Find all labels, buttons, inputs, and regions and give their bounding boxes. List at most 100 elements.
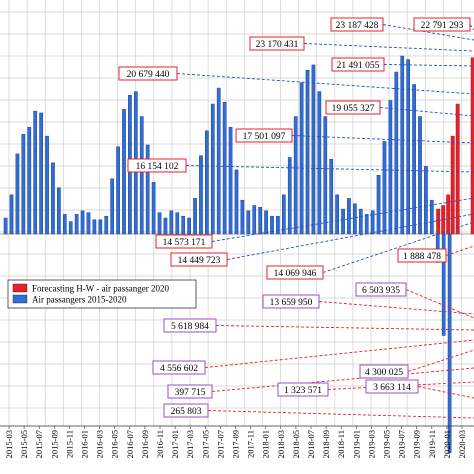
bar-air-passangers [406,59,411,235]
annotation-leader [185,165,474,173]
annotation-label: 22 791 293 [421,21,464,31]
x-tick-label: 2020-05 [472,430,474,458]
x-tick-label: 2019-03 [366,430,376,458]
bar-air-passangers [293,116,298,235]
bar-air-passangers [364,214,369,235]
x-tick-label: 2019-11 [427,430,437,458]
x-tick-label: 2016-05 [110,430,120,458]
annotation-box [235,128,293,143]
annotation-box [330,17,384,32]
bar-air-passangers [122,109,126,235]
bar-air-passangers [21,134,26,235]
bar-air-passangers [62,214,67,235]
bar-air-passangers [287,157,292,235]
annotation-box [266,265,324,280]
bar-air-passangers [382,141,387,235]
x-tick-label: 2019-01 [351,430,361,458]
legend-box [7,279,197,309]
annotation-label: 14 449 723 [178,256,221,266]
bar-air-passangers [169,210,174,235]
bar-air-passangers [181,215,186,235]
bar-air-passangers [187,217,191,235]
annotation-label: 21 491 055 [337,61,380,71]
bar-forecast [446,194,451,235]
annotation-leader [382,24,474,41]
bar-air-passangers [157,212,162,235]
annotation-leader [383,64,474,67]
bar-forecast [450,135,455,235]
annotation-labels: 23 187 428 22 791 293 23 170 431 21 491 055… [118,17,471,418]
annotation-label: 17 501 097 [243,132,286,142]
bar-air-passangers [92,219,97,235]
x-tick-label: 2018-05 [291,430,301,458]
annotation-leader [318,301,474,315]
bar-air-passangers [281,194,286,235]
annotation-box [163,403,209,418]
bar-air-passangers [400,55,405,235]
bar-air-passangers [388,100,393,235]
bar-air-passangers [447,233,452,454]
bar-air-passangers [51,162,55,235]
bar-air-passangers [205,130,209,235]
x-tick-label: 2019-09 [412,430,422,458]
bar-air-passangers [222,102,227,235]
annotation-leader [211,197,474,242]
annotation-leader [211,367,474,392]
bar-air-passangers [74,214,79,235]
bar-air-passangers [341,208,345,235]
annotation-leader [215,325,474,331]
bar-air-passangers [175,212,180,235]
bar-air-passangers [394,71,399,235]
annotation-box [325,100,381,115]
legend-swatch [12,294,28,304]
bar-air-passangers [376,175,381,235]
annotation-label: 5 618 984 [171,322,209,332]
bars [0,55,474,454]
x-tick-label: 2015-09 [49,430,59,458]
bar-air-passangers [240,199,245,235]
annotation-label: 20 679 440 [127,70,170,80]
bar-air-passangers [216,87,221,235]
annotation-leaders [176,24,474,419]
annotation-label: 6 503 935 [362,286,400,296]
annotation-box [359,364,409,379]
annotation-box [170,252,228,267]
annotation-box [118,66,178,81]
annotation-box [355,282,407,297]
bar-air-passangers [151,182,156,235]
annotation-label: 14 573 171 [163,238,206,248]
annotation-leader [407,349,474,372]
bar-air-passangers [9,194,14,235]
bar-air-passangers [311,64,316,235]
x-tick-label: 2018-09 [321,430,331,458]
x-tick-label: 2020-01 [442,430,452,458]
x-axis: 2015-03 2015-05 2015-07 2015-09 2015-11 2016-… [0,425,474,458]
annotation-label: 14 069 946 [274,269,317,279]
x-tick-label: 2016-01 [80,430,90,458]
x-tick-label: 2015-05 [19,430,29,458]
x-tick-label: 2015-03 [4,430,14,458]
bar-air-passangers [299,82,304,235]
x-tick-label: 2016-09 [140,430,150,458]
annotation-leader [291,135,474,144]
legend-label: Air passangers 2015-2020 [32,295,127,305]
annotation-leader [226,213,474,260]
annotation-label: 23 187 428 [336,21,379,31]
annotation-leader [207,410,474,419]
bar-air-passangers [3,217,8,235]
bar-air-passangers [199,155,203,235]
x-tick-label: 2017-01 [170,430,180,458]
x-tick-label: 2016-11 [155,430,165,458]
bar-air-passangers [86,212,91,235]
annotation-box [152,360,206,375]
bar-air-passangers [276,215,280,235]
annotation-label: 1 323 571 [284,386,322,396]
bar-air-passangers [317,91,322,235]
annotation-box [413,17,471,32]
bar-air-passangers [15,153,20,235]
bar-air-passangers [33,110,38,235]
annotation-box [155,234,213,249]
annotation-label: 23 170 431 [256,40,299,50]
x-tick-label: 2018-07 [306,430,316,458]
annotation-leader [469,24,474,31]
